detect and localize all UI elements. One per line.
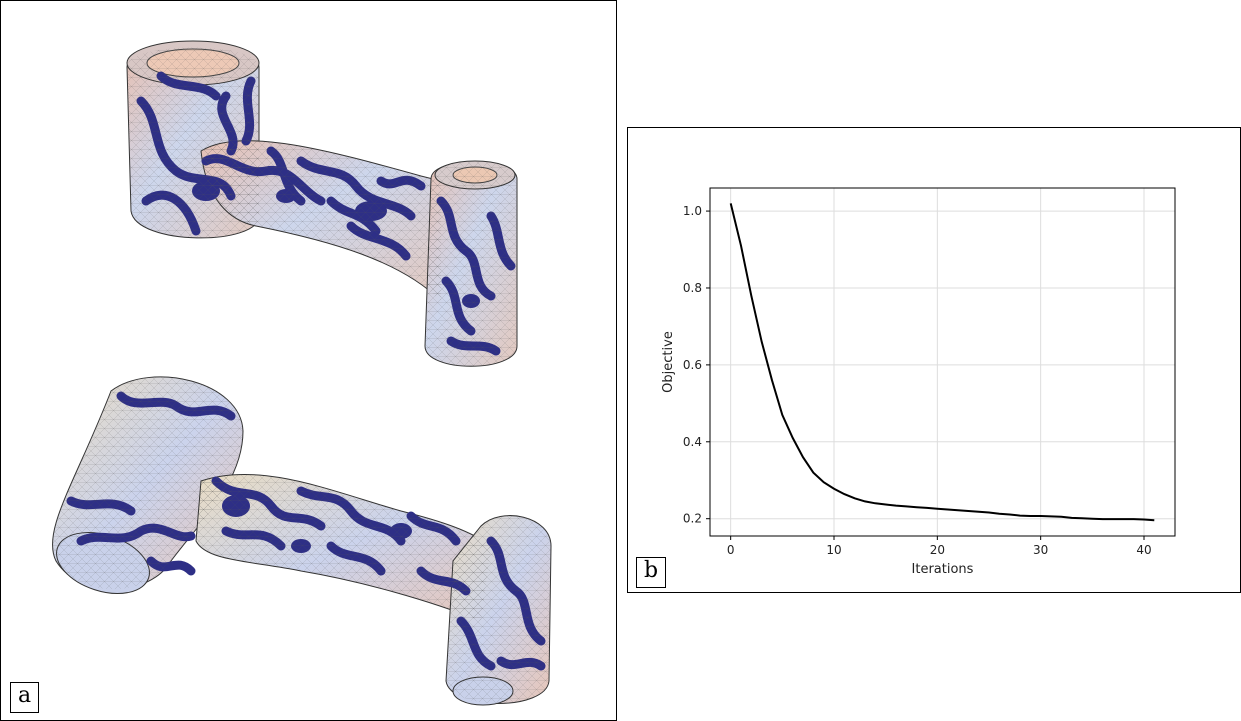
x-tick-label: 30 [1033,543,1048,557]
panel-b-tag: b [636,557,667,588]
y-tick-label: 0.6 [683,358,702,372]
x-tick-label: 40 [1136,543,1151,557]
y-tick-label: 1.0 [683,204,702,218]
mesh-renderings [51,40,552,706]
objective-series-line [729,203,1155,522]
lower-part-render [51,376,552,706]
x-axis-label: Iterations [912,562,974,577]
y-tick-label: 0.8 [683,281,702,295]
y-tick-label: 0.2 [683,512,702,526]
upper-part-render [126,40,518,367]
x-tick-label: 10 [826,543,841,557]
x-tick-label: 20 [930,543,945,557]
x-tick-label: 0 [727,543,735,557]
grid-lines [710,188,1175,536]
objective-chart: 0 10 20 30 40 0.2 0.4 0.6 0.8 1.0 Iterations Obje… [661,187,1176,577]
y-axis-label: Objective [661,331,676,393]
y-tick-label: 0.4 [683,435,702,449]
panel-b: 0 10 20 30 40 0.2 0.4 0.6 0.8 1.0 Iterations Obje… [627,127,1241,593]
axis-ticks: 0 10 20 30 40 0.2 0.4 0.6 0.8 1.0 [683,204,1152,557]
panel-a: a [0,0,617,721]
panel-a-tag: a [10,682,40,713]
plot-frame [709,187,1176,537]
